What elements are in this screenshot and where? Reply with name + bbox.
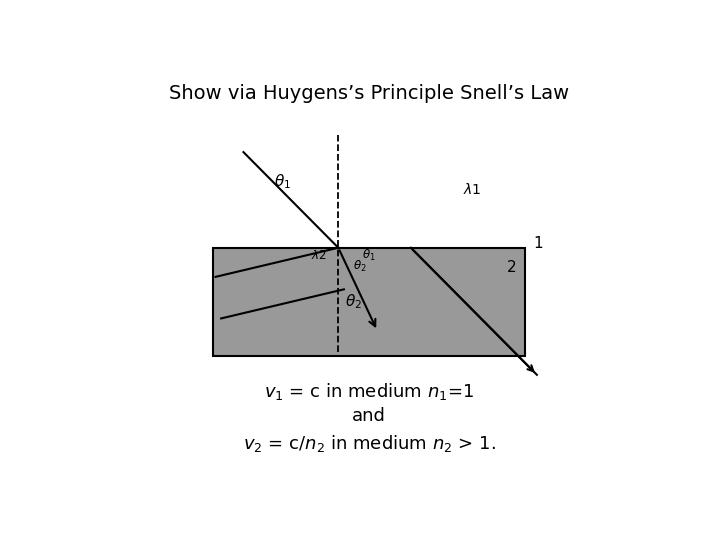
Text: 1: 1 (534, 236, 543, 251)
Text: $\theta_1$: $\theta_1$ (274, 172, 291, 191)
Text: 2: 2 (508, 260, 517, 275)
Text: $\theta_2$: $\theta_2$ (353, 259, 366, 274)
Text: $\lambda$1: $\lambda$1 (463, 182, 482, 197)
Text: and: and (352, 407, 386, 425)
Text: $v_2$ = c/$n_2$ in medium $n_2$ > 1.: $v_2$ = c/$n_2$ in medium $n_2$ > 1. (243, 433, 495, 454)
Bar (213, 248, 526, 356)
Text: Show via Huygens’s Principle Snell’s Law: Show via Huygens’s Principle Snell’s Law (169, 84, 569, 103)
Text: $v_1$ = c in medium $n_1$=1: $v_1$ = c in medium $n_1$=1 (264, 381, 474, 402)
Text: $\lambda$2: $\lambda$2 (311, 249, 327, 262)
Text: $\theta_2$: $\theta_2$ (345, 293, 362, 311)
Text: $\theta_1$: $\theta_1$ (362, 248, 376, 263)
